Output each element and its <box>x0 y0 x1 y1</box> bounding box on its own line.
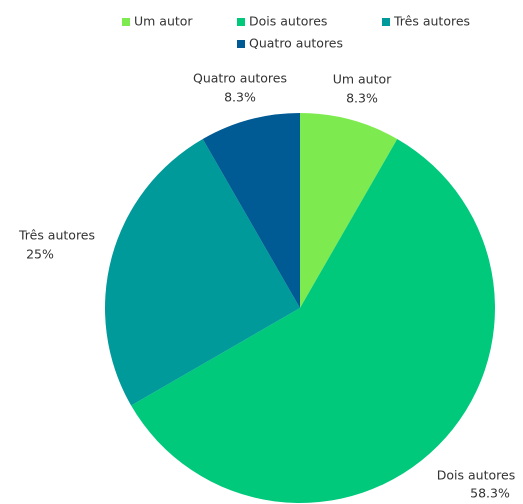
legend-swatch <box>382 18 390 26</box>
slice-label: Três autores <box>18 228 95 243</box>
legend-swatch <box>237 18 245 26</box>
legend-label: Dois autores <box>249 14 327 29</box>
legend-swatch <box>237 40 245 48</box>
slice-value: 8.3% <box>346 91 378 106</box>
pie-slice <box>300 113 398 308</box>
slice-label: Um autor <box>333 72 392 87</box>
legend-label: Três autores <box>393 14 470 29</box>
slice-value: 25% <box>26 247 54 262</box>
pie-slice <box>202 113 300 308</box>
slice-label: Quatro autores <box>193 71 287 86</box>
slice-value: 8.3% <box>224 90 256 105</box>
pie-slice <box>104 138 300 406</box>
slice-value: 58.3% <box>470 486 510 501</box>
pie-slice <box>131 138 496 503</box>
legend-label: Um autor <box>134 14 193 29</box>
legend-swatch <box>122 18 130 26</box>
legend-label: Quatro autores <box>249 36 343 51</box>
slice-label: Dois autores <box>437 468 515 483</box>
